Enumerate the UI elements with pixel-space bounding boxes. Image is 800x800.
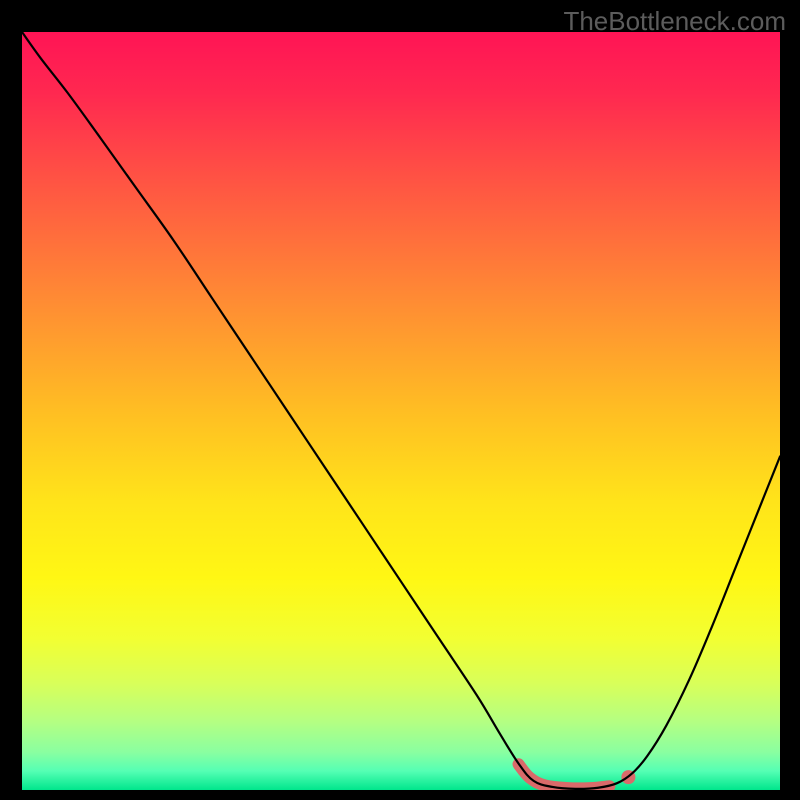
watermark-text: TheBottleneck.com [563, 6, 786, 37]
chart-svg [22, 32, 780, 790]
stage: TheBottleneck.com [0, 0, 800, 800]
chart-area [22, 32, 780, 790]
chart-background [22, 32, 780, 790]
